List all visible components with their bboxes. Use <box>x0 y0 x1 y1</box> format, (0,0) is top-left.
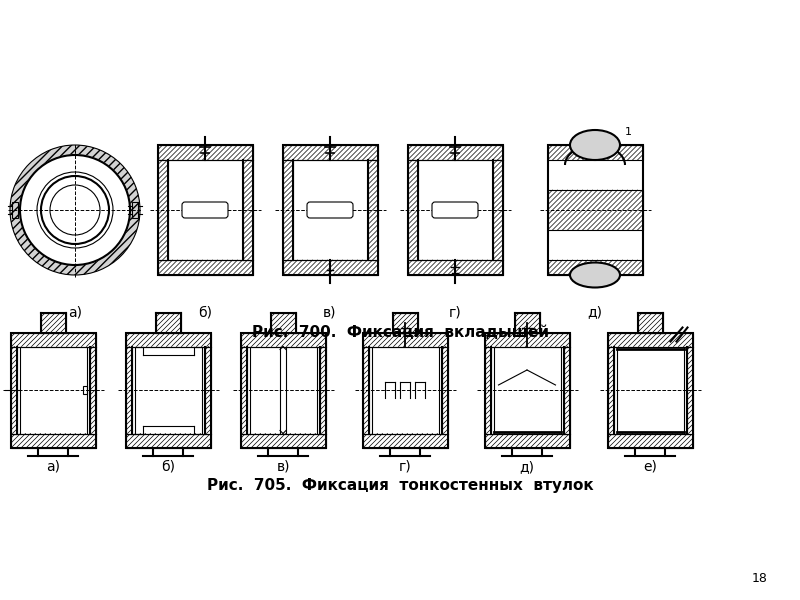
Polygon shape <box>90 346 95 433</box>
Polygon shape <box>126 332 210 346</box>
Polygon shape <box>563 346 570 433</box>
Ellipse shape <box>570 130 620 160</box>
Text: д): д) <box>587 305 602 319</box>
Polygon shape <box>547 190 642 230</box>
Text: е): е) <box>643 460 657 474</box>
Polygon shape <box>407 160 418 260</box>
Bar <box>126 332 210 448</box>
Ellipse shape <box>570 263 620 287</box>
Bar <box>82 386 86 394</box>
Polygon shape <box>10 332 95 346</box>
Text: 18: 18 <box>752 572 768 585</box>
Circle shape <box>10 145 140 275</box>
Polygon shape <box>241 332 326 346</box>
FancyBboxPatch shape <box>307 202 353 218</box>
Text: Рис.  705.  Фиксация  тонкостенных  втулок: Рис. 705. Фиксация тонкостенных втулок <box>206 478 594 493</box>
Polygon shape <box>126 346 131 433</box>
Polygon shape <box>607 346 614 433</box>
Polygon shape <box>242 160 253 260</box>
Polygon shape <box>547 260 642 275</box>
Text: 1: 1 <box>625 127 632 137</box>
Text: а): а) <box>68 305 82 319</box>
Bar <box>407 145 502 275</box>
Polygon shape <box>362 433 447 448</box>
Text: г): г) <box>449 305 462 319</box>
FancyBboxPatch shape <box>182 202 228 218</box>
Bar <box>241 332 326 448</box>
Text: в): в) <box>323 305 337 319</box>
Polygon shape <box>607 332 693 346</box>
Text: Рис.  700.  Фиксация  вкладышей: Рис. 700. Фиксация вкладышей <box>251 325 549 340</box>
Polygon shape <box>514 313 539 332</box>
Polygon shape <box>362 332 447 346</box>
Polygon shape <box>407 145 502 160</box>
Polygon shape <box>607 433 693 448</box>
Bar <box>132 202 138 218</box>
Bar <box>282 145 378 275</box>
Polygon shape <box>485 332 570 346</box>
Bar <box>485 332 570 448</box>
Polygon shape <box>686 346 693 433</box>
Circle shape <box>20 155 130 265</box>
Bar <box>10 332 95 448</box>
Polygon shape <box>362 346 369 433</box>
Polygon shape <box>241 433 326 448</box>
Polygon shape <box>367 160 378 260</box>
Bar <box>158 145 253 275</box>
Bar <box>12 202 18 218</box>
Polygon shape <box>485 346 490 433</box>
Polygon shape <box>282 160 293 260</box>
Polygon shape <box>407 260 502 275</box>
Polygon shape <box>442 346 447 433</box>
Polygon shape <box>155 313 181 332</box>
Text: в): в) <box>276 460 290 474</box>
Polygon shape <box>547 145 642 160</box>
Polygon shape <box>319 346 326 433</box>
Polygon shape <box>282 260 378 275</box>
Polygon shape <box>270 313 295 332</box>
Polygon shape <box>10 433 95 448</box>
Polygon shape <box>158 260 253 275</box>
FancyBboxPatch shape <box>432 202 478 218</box>
Polygon shape <box>638 313 662 332</box>
Bar <box>607 332 693 448</box>
Polygon shape <box>485 433 570 448</box>
Polygon shape <box>205 346 210 433</box>
Polygon shape <box>493 160 502 260</box>
Polygon shape <box>10 346 17 433</box>
Polygon shape <box>126 433 210 448</box>
Polygon shape <box>393 313 418 332</box>
Text: г): г) <box>398 460 411 474</box>
Text: б): б) <box>198 305 212 319</box>
Polygon shape <box>241 346 246 433</box>
Polygon shape <box>158 145 253 160</box>
Bar <box>547 145 642 275</box>
Text: б): б) <box>161 460 175 474</box>
Polygon shape <box>282 145 378 160</box>
Polygon shape <box>158 160 167 260</box>
Polygon shape <box>41 313 66 332</box>
Bar <box>362 332 447 448</box>
Text: а): а) <box>46 460 60 474</box>
Text: д): д) <box>519 460 534 474</box>
